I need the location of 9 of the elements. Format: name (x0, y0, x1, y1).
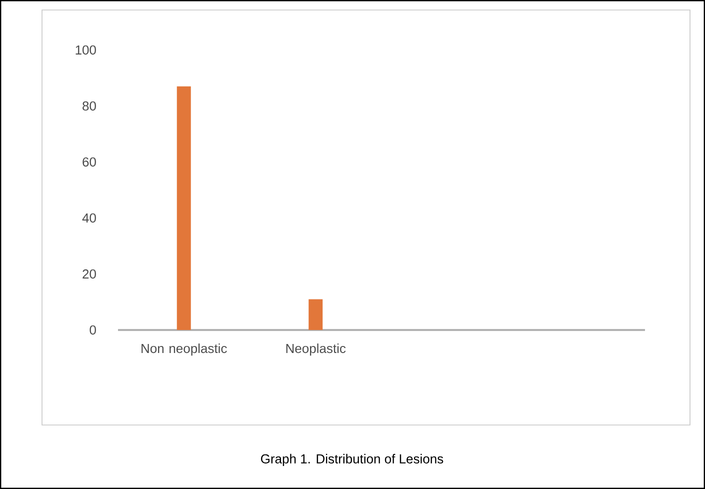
y-tick-label: 60 (82, 157, 96, 167)
y-tick-label: 40 (82, 213, 96, 223)
caption: Graph 1. Distribution of Lesions (261, 454, 444, 466)
x-tick-label: Neoplastic (286, 344, 346, 356)
y-tick-label: 80 (82, 101, 96, 111)
x-tick-label: Non neoplastic (142, 344, 227, 356)
y-tick-label: 0 (90, 325, 96, 335)
y-tick-label: 100 (76, 45, 96, 55)
y-tick-label: 20 (82, 269, 96, 279)
